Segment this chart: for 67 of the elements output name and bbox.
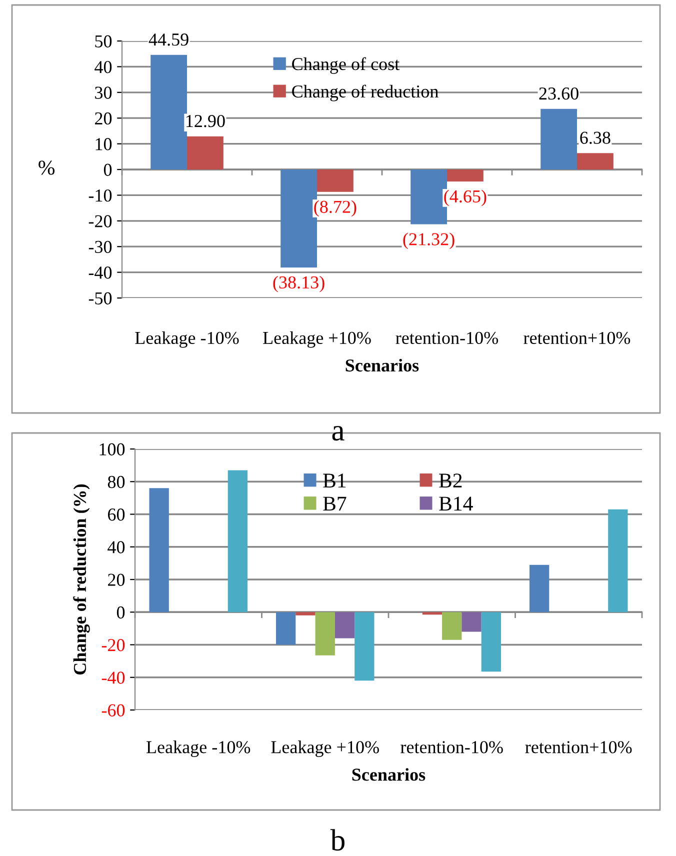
x-tick-label: retention-10% [400, 741, 503, 754]
data-label: 44.59 [148, 34, 188, 46]
y-tick-label: 30 [95, 86, 112, 99]
bar [149, 488, 169, 612]
y-tick-label: 0 [104, 164, 112, 176]
x-tick-label: retention+10% [525, 741, 632, 754]
y-tick-label: 40 [94, 60, 112, 74]
bar [462, 612, 482, 632]
y-tick-label: -50 [88, 292, 112, 304]
bar [187, 136, 224, 170]
y-tick-label: 20 [108, 574, 125, 586]
y-tick-label: -20 [102, 639, 125, 652]
y-tick-label: 20 [95, 112, 112, 125]
bar [334, 612, 355, 638]
y-tick-label: 50 [95, 35, 112, 48]
y-tick-label: -40 [102, 672, 125, 684]
bar [481, 612, 501, 672]
data-label: 12.90 [186, 114, 225, 128]
legend-label: B2 [439, 474, 462, 488]
bar [296, 612, 316, 616]
data-label: (38.13) [273, 276, 324, 292]
bar [315, 612, 335, 656]
y-tick-label: -30 [88, 240, 112, 254]
text: a [332, 426, 344, 441]
y-tick-label: 0 [116, 606, 125, 619]
y-tick-label: 40 [108, 541, 125, 554]
y-tick-label: -60 [102, 704, 125, 716]
legend-label: B1 [323, 474, 346, 488]
legend-label: Change of reduction [292, 84, 438, 102]
y-tick-label: 100 [100, 443, 125, 456]
text: b [330, 829, 344, 851]
x-axis-title: Scenarios [346, 358, 419, 372]
legend-label: B14 [439, 496, 473, 511]
y-tick-label: 60 [108, 508, 125, 521]
x-tick-label: retention-10% [396, 332, 498, 344]
y-tick-label: -40 [88, 266, 112, 279]
bar [577, 153, 614, 170]
data-label: (4.65) [444, 190, 486, 206]
x-tick-label: Leakage -10% [135, 331, 239, 348]
x-tick-label: Leakage +10% [271, 740, 379, 757]
x-tick-label: retention+10% [524, 332, 630, 344]
data-label: (21.32) [403, 232, 454, 249]
bar [530, 564, 550, 612]
data-label: (8.72) [314, 200, 356, 217]
legend-label: B7 [323, 496, 346, 511]
y-axis-title: % [38, 160, 55, 175]
bar [317, 170, 354, 192]
x-axis-title: Scenarios [352, 768, 426, 781]
data-label: 6.38 [580, 132, 610, 144]
y-tick-label: -10 [88, 189, 112, 202]
bar [608, 509, 628, 612]
bar [447, 170, 484, 182]
bar [150, 54, 187, 170]
bar [540, 108, 577, 170]
x-tick-label: Leakage +10% [263, 331, 371, 348]
data-label: 23.60 [539, 87, 578, 100]
bar [354, 612, 374, 681]
y-tick-label: 10 [96, 138, 112, 150]
bar [276, 612, 296, 645]
y-tick-label: 80 [108, 476, 125, 488]
y-axis-title: Change of reduction (%) [73, 484, 90, 674]
bar [442, 612, 462, 640]
bar [422, 612, 442, 615]
x-tick-label: Leakage -10% [146, 740, 250, 757]
y-tick-label: -20 [88, 215, 112, 228]
legend-label: Change of cost [292, 57, 400, 74]
bar [228, 470, 248, 612]
